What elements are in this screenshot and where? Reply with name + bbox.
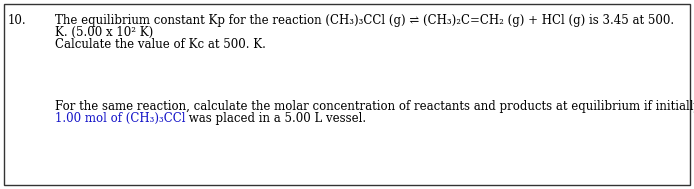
Text: Calculate the value of Kc at 500. K.: Calculate the value of Kc at 500. K. bbox=[55, 38, 266, 51]
Text: 1.00 mol of (CH₃)₃CCl: 1.00 mol of (CH₃)₃CCl bbox=[55, 112, 185, 125]
Text: The equilibrium constant Kp for the reaction (CH₃)₃CCl (g) ⇌ (CH₃)₂C=CH₂ (g) + H: The equilibrium constant Kp for the reac… bbox=[55, 14, 674, 27]
Text: 10.: 10. bbox=[8, 14, 26, 27]
Text: was placed in a 5.00 L vessel.: was placed in a 5.00 L vessel. bbox=[185, 112, 366, 125]
Text: K. (5.00 x 10² K): K. (5.00 x 10² K) bbox=[55, 26, 153, 39]
Text: For the same reaction, calculate the molar concentration of reactants and produc: For the same reaction, calculate the mol… bbox=[55, 100, 694, 113]
